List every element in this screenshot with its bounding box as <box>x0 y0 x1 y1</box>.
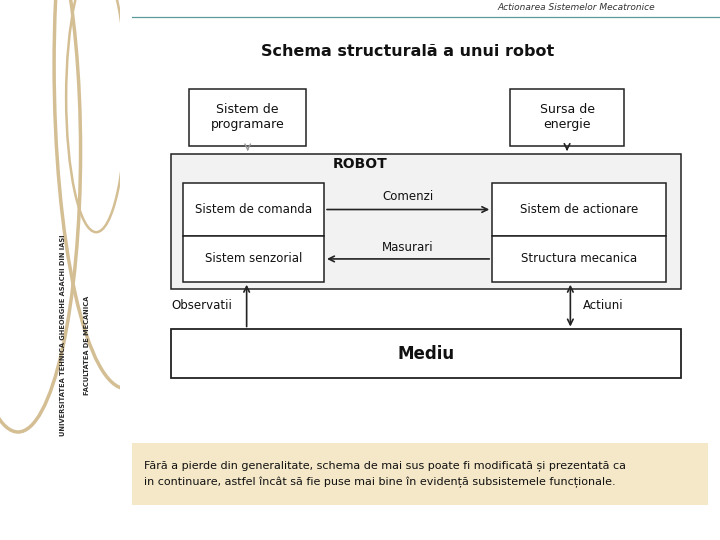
Bar <box>510 89 624 146</box>
Bar <box>189 89 306 146</box>
Text: Fără a pierde din generalitate, schema de mai sus poate fi modificată și prezent: Fără a pierde din generalitate, schema d… <box>144 460 626 488</box>
Bar <box>492 236 666 282</box>
Bar <box>132 443 708 505</box>
Text: FACULTATEA DE MECANICA: FACULTATEA DE MECANICA <box>84 296 89 395</box>
Text: Structura mecanica: Structura mecanica <box>521 252 637 266</box>
Text: Masurari: Masurari <box>382 240 434 254</box>
Bar <box>183 236 324 282</box>
Text: Sistem de actionare: Sistem de actionare <box>520 203 638 216</box>
Text: Mediu: Mediu <box>397 345 455 363</box>
Text: Observatii: Observatii <box>171 299 232 312</box>
Text: Sistem de comanda: Sistem de comanda <box>195 203 312 216</box>
Bar <box>492 183 666 236</box>
Text: Comenzi: Comenzi <box>382 190 433 202</box>
Text: ROBOT: ROBOT <box>333 157 387 171</box>
Bar <box>183 183 324 236</box>
Bar <box>171 329 681 378</box>
Text: UNIVERSITATEA TEHNICA GHEORGHE ASACHI DIN IASI: UNIVERSITATEA TEHNICA GHEORGHE ASACHI DI… <box>60 234 66 436</box>
Bar <box>171 154 681 289</box>
Text: Sistem senzorial: Sistem senzorial <box>205 252 302 266</box>
Text: Actiuni: Actiuni <box>583 299 624 312</box>
Text: Sistem de
programare: Sistem de programare <box>211 104 284 131</box>
Text: Actionarea Sistemelor Mecatronice: Actionarea Sistemelor Mecatronice <box>498 3 655 12</box>
Text: Sursa de
energie: Sursa de energie <box>539 104 595 131</box>
Text: Schema structurală a unui robot: Schema structurală a unui robot <box>261 44 554 59</box>
